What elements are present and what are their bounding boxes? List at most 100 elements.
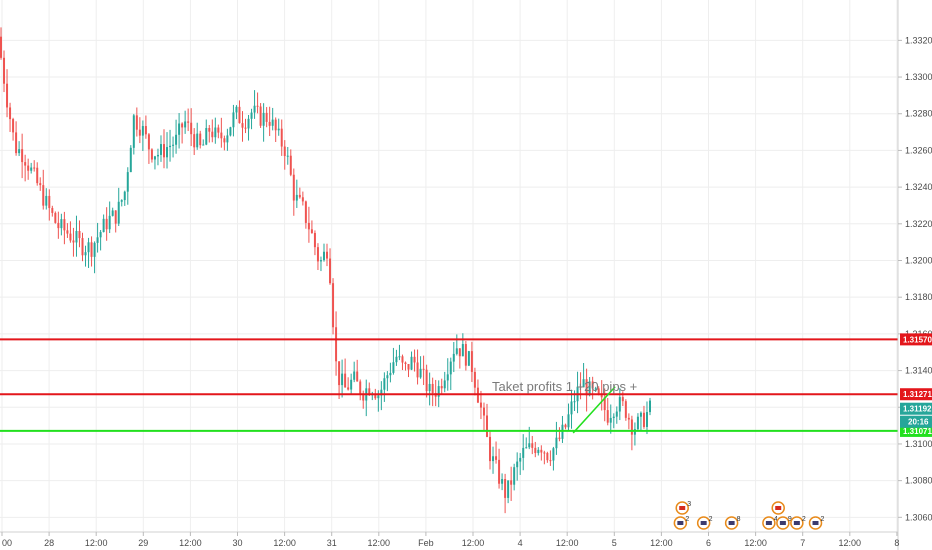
- price-tick-label: 1.32400: [905, 182, 932, 192]
- candle-body: [401, 356, 404, 363]
- candle-body: [362, 394, 365, 401]
- candle-body: [271, 119, 274, 126]
- time-tick-label: 7: [800, 538, 805, 548]
- candle-body: [90, 242, 93, 257]
- candle-body: [359, 381, 362, 395]
- candle-body: [156, 154, 159, 157]
- candle-body: [159, 144, 162, 155]
- candle-body: [99, 232, 102, 238]
- trend-line-layer: [572, 386, 616, 434]
- candle-body: [422, 368, 425, 370]
- price-tag: [900, 333, 932, 346]
- candle-body: [96, 237, 99, 243]
- price-tick-label: 1.32000: [905, 255, 932, 265]
- candle-body: [256, 105, 259, 107]
- candle-body: [217, 127, 220, 133]
- price-tag: [900, 388, 932, 401]
- candle-body: [335, 327, 338, 362]
- candle-body: [470, 351, 473, 372]
- candle-body: [178, 123, 181, 135]
- chart-grid: [0, 0, 898, 532]
- candle-body: [3, 57, 6, 84]
- candle-body: [591, 381, 594, 389]
- candle-body: [187, 121, 190, 123]
- candle-body: [39, 183, 42, 186]
- time-tick-label: 12:00: [462, 538, 485, 548]
- price-tick-label: 1.31800: [905, 292, 932, 302]
- candle-body: [15, 132, 18, 154]
- event-count: 8: [737, 516, 741, 523]
- candle-body: [105, 218, 108, 230]
- candle-body: [147, 134, 150, 150]
- countdown-label: 20:16: [908, 418, 929, 427]
- candle-body: [42, 185, 45, 206]
- price-tick-label: 1.33200: [905, 35, 932, 45]
- candle-body: [603, 397, 606, 411]
- candle-body: [482, 407, 485, 416]
- candle-body: [338, 361, 341, 386]
- time-axis[interactable]: 00 28 12:00 29 12:00 30 12:00 31 12:00 Feb 12:00 4 1…: [0, 531, 899, 548]
- candle-body: [184, 121, 187, 128]
- us-flag-icon: [728, 521, 735, 525]
- candle-body: [54, 212, 57, 223]
- candle-body: [316, 247, 319, 262]
- candle-body: [253, 105, 256, 113]
- candle-body: [489, 436, 492, 462]
- candle-body: [114, 210, 117, 224]
- candle-body: [437, 386, 440, 397]
- candle-body: [383, 378, 386, 390]
- candle-body: [510, 480, 513, 485]
- candle-body: [220, 132, 223, 139]
- candle-body: [528, 443, 531, 448]
- candle-body: [485, 415, 488, 437]
- candle-body: [645, 412, 648, 427]
- candle-body: [347, 387, 350, 390]
- candle-body: [606, 410, 609, 423]
- candle-body: [473, 371, 476, 388]
- candle-body: [624, 401, 627, 418]
- candle-body: [214, 127, 217, 138]
- candle-body: [304, 201, 307, 223]
- candle-body: [132, 115, 135, 148]
- candle-body: [621, 397, 624, 402]
- candle-body: [461, 344, 464, 357]
- time-tick-label: 5: [612, 538, 617, 548]
- candle-body: [377, 395, 380, 399]
- countdown-tag: [900, 415, 932, 428]
- price-tick-label: 1.30800: [905, 476, 932, 486]
- candle-body: [585, 379, 588, 396]
- time-tick-label: 12:00: [368, 538, 391, 548]
- event-count: 2: [685, 516, 689, 523]
- candle-body: [301, 197, 304, 202]
- candle-body: [295, 194, 298, 201]
- candle-body: [594, 388, 597, 390]
- candle-body: [501, 479, 504, 484]
- candle-body: [166, 147, 169, 158]
- candle-body: [181, 123, 184, 128]
- candle-body: [319, 260, 322, 262]
- candle-body: [57, 222, 60, 229]
- candle-body: [419, 368, 422, 378]
- candle-body: [464, 344, 467, 366]
- candle-body: [238, 106, 241, 124]
- candle-body: [449, 361, 452, 375]
- time-tick-label: 6: [706, 538, 711, 548]
- price-tags: 1.31570 1.31271 1.31071 1.31192 20:16: [900, 333, 932, 437]
- candle-body: [615, 411, 618, 417]
- candle-body: [416, 362, 419, 378]
- candle-body: [332, 283, 335, 328]
- candle-body: [48, 195, 51, 209]
- candle-body: [431, 383, 434, 394]
- candle-body: [51, 208, 54, 213]
- candle-body: [579, 386, 582, 388]
- candle-body: [87, 242, 90, 253]
- candle-body: [24, 162, 27, 166]
- candle-body: [12, 119, 15, 133]
- candle-body: [443, 380, 446, 389]
- candle-body: [310, 229, 313, 233]
- price-axis[interactable]: 1.33200 1.33000 1.32800 1.32600 1.32400 1.322…: [897, 0, 932, 550]
- event-count: 2: [709, 516, 713, 523]
- event-count: 9: [788, 516, 792, 523]
